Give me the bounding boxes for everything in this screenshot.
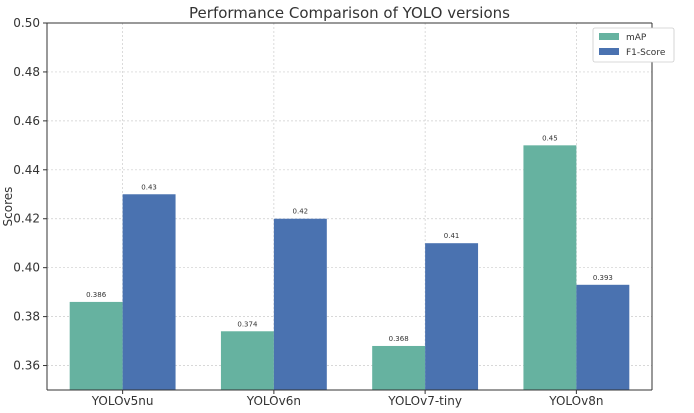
bar-f1-score <box>576 284 630 390</box>
legend-label: mAP <box>626 33 647 43</box>
data-label: 0.386 <box>86 291 107 299</box>
data-label: 0.41 <box>444 232 460 240</box>
legend-swatch <box>599 48 619 55</box>
data-label: 0.45 <box>542 134 558 142</box>
axes-layer: 0.36 0.38 0.40 0.42 0.44 0.46 0.48 0.50 YOLOv5nu… <box>13 16 653 408</box>
bar-map <box>69 301 123 390</box>
y-tick-label: 0.50 <box>13 16 40 30</box>
y-axis-label: Scores <box>1 187 15 227</box>
bar-map <box>372 345 426 390</box>
bar-f1-score <box>425 243 479 390</box>
x-tick-label: YOLOv7-tiny <box>387 394 462 408</box>
y-tick-label: 0.36 <box>13 359 40 373</box>
x-tick-label: YOLOv5nu <box>91 394 154 408</box>
data-label: 0.368 <box>389 335 409 343</box>
data-label: 0.374 <box>237 320 258 328</box>
data-label: 0.393 <box>593 274 613 282</box>
y-tick-label: 0.40 <box>13 261 40 275</box>
y-tick-label: 0.38 <box>13 310 40 324</box>
x-tick-label: YOLOv8n <box>548 394 603 408</box>
data-label: 0.42 <box>293 208 309 216</box>
x-tick-label: YOLOv6n <box>246 394 301 408</box>
y-tick-label: 0.48 <box>13 65 40 79</box>
legend-swatch <box>599 33 619 40</box>
y-tick-label: 0.46 <box>13 114 40 128</box>
y-tick-label: 0.42 <box>13 212 40 226</box>
bar-f1-score <box>122 194 176 390</box>
bar-map <box>523 145 577 390</box>
bars-layer: 0.386 0.374 0.368 0.45 0.43 0.42 0.41 0.393 <box>69 134 630 390</box>
bar-f1-score <box>273 218 327 390</box>
data-label: 0.43 <box>141 183 157 191</box>
chart-title: Performance Comparison of YOLO versions <box>189 4 510 22</box>
legend-label: F1-Score <box>626 48 666 58</box>
bar-map <box>220 331 274 390</box>
y-tick-label: 0.44 <box>13 163 40 177</box>
legend: mAP F1-Score <box>592 27 675 63</box>
